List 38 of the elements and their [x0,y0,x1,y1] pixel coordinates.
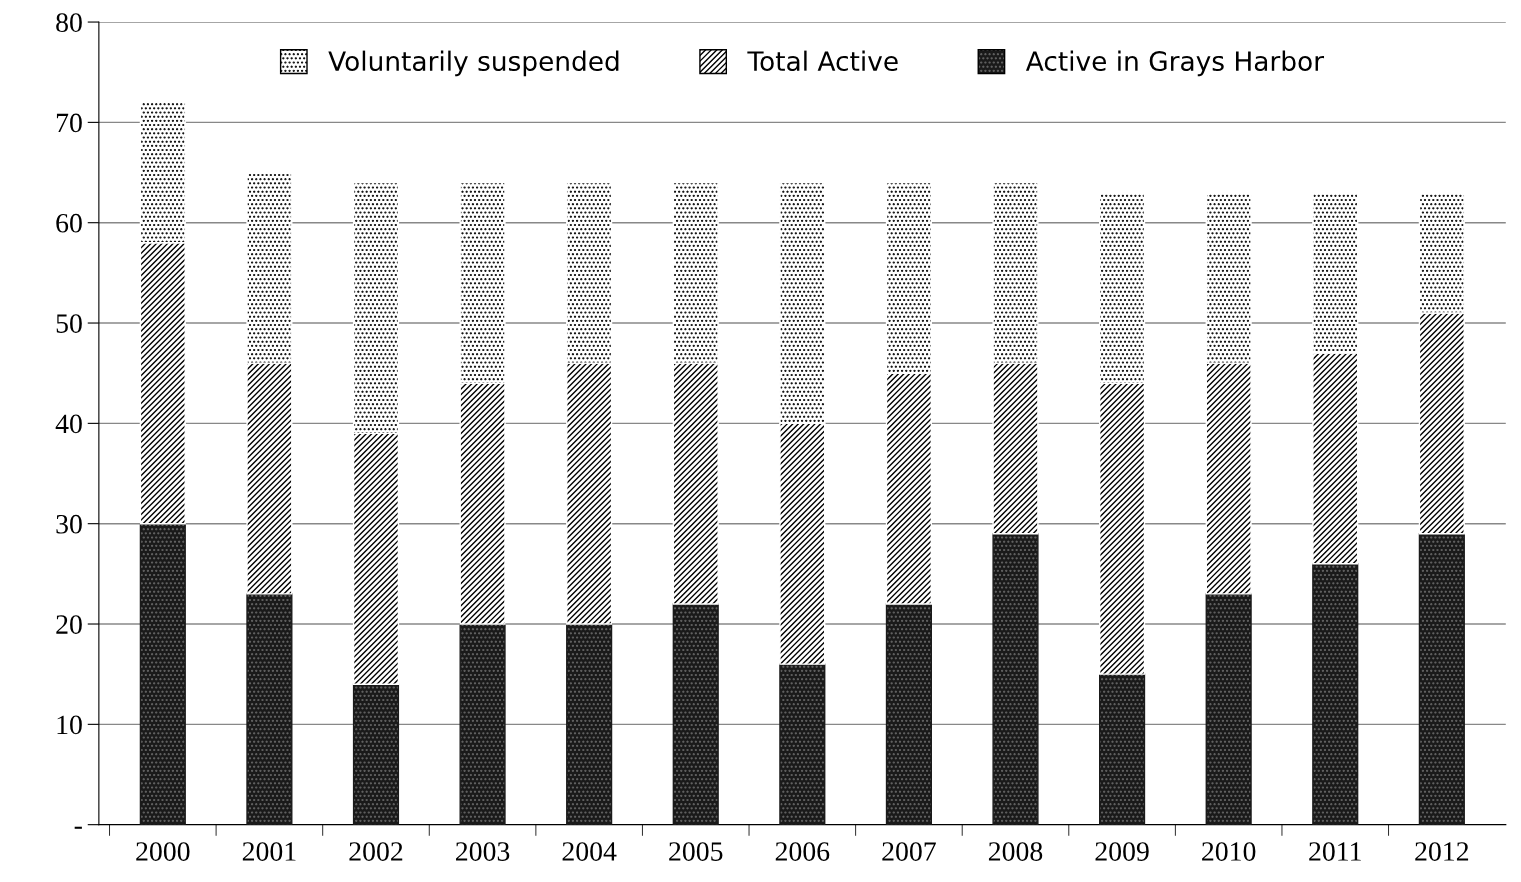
legend-label: Active in Grays Harbor [1025,50,1325,77]
bar [139,522,186,825]
y-tick-label: 50 [56,314,82,333]
bar [779,663,826,825]
y-tick-label: 40 [55,414,82,434]
y-tick-label: - [74,826,82,829]
x-tick-label: 2006 [775,842,830,861]
bar [672,603,719,825]
bar [1099,673,1146,825]
x-tick-label: 2004 [562,842,617,861]
y-tick-label: 10 [57,715,82,735]
bar [1418,533,1465,825]
y-tick-label: 30 [56,514,82,534]
bar [246,593,293,825]
x-tick-label: 2008 [988,842,1043,861]
x-tick-label: 2002 [349,842,403,861]
y-tick-label: 70 [56,113,82,133]
y-tick-label: 20 [56,615,82,634]
y-tick-label: 80 [56,13,82,32]
bar [992,533,1039,825]
bar [459,623,506,825]
x-tick-label: 2000 [136,842,190,861]
y-tick-label: 60 [56,213,82,233]
x-tick-label: 2001 [242,842,296,861]
x-tick-label: 2003 [456,842,510,861]
x-tick-label: 2005 [669,842,723,861]
bar [352,683,400,825]
x-tick-label: 2012 [1415,842,1469,861]
legend-label: Total Active [747,50,898,72]
bar [885,603,932,825]
x-tick-label: 2010 [1202,842,1256,861]
legend-label: Voluntarily suspended [328,50,619,77]
bar [1205,593,1252,825]
bar [566,623,613,825]
bar [1312,563,1359,825]
x-tick-label: 2007 [882,842,936,861]
x-tick-label: 2011 [1309,842,1361,861]
x-tick-label: 2009 [1095,842,1149,861]
